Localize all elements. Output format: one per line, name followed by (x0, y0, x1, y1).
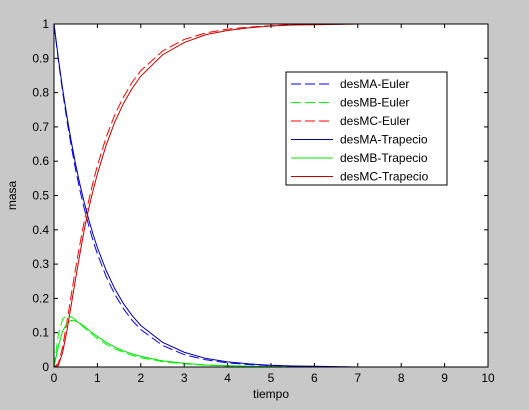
y-tick-label: 0.3 (32, 257, 49, 271)
y-tick-label: 0.1 (32, 326, 49, 340)
legend-label: desMB-Trapecio (340, 151, 428, 165)
series-line-desma-trapecio (53, 23, 488, 368)
x-tick-label: 8 (398, 371, 405, 385)
x-tick-label: 4 (224, 371, 231, 385)
legend-label: desMA-Euler (340, 77, 409, 91)
y-tick-label: 0 (42, 360, 49, 374)
series-line-desmc-euler (53, 23, 488, 368)
x-tick-label: 3 (181, 371, 188, 385)
y-axis-label: masa (5, 181, 19, 211)
y-tick-label: 1 (42, 17, 49, 31)
legend: desMA-Euler desMB-Euler desMC-Euler desMA-T… (285, 71, 448, 186)
x-tick-label: 0 (51, 371, 58, 385)
x-tick-label: 10 (481, 371, 495, 385)
y-tick-label: 0.6 (32, 154, 49, 168)
legend-label: desMB-Euler (340, 96, 409, 110)
legend-label: desMC-Trapecio (340, 170, 429, 184)
x-tick-label: 9 (441, 371, 448, 385)
series-layer (53, 23, 488, 368)
x-tick-label: 7 (354, 371, 361, 385)
x-tick-label: 6 (311, 371, 318, 385)
x-tick-label: 1 (94, 371, 101, 385)
x-tick-label: 2 (137, 371, 144, 385)
y-tick-label: 0.9 (32, 51, 49, 65)
y-tick-label: 0.8 (32, 86, 49, 100)
series-line-desmc-trapecio (53, 23, 488, 368)
y-tick-label: 0.5 (32, 189, 49, 203)
x-axis-label: tiempo (253, 387, 289, 401)
legend-label: desMC-Euler (340, 114, 410, 128)
y-tick-label: 0.7 (32, 120, 49, 134)
ticks-layer: 0 1 2 3 4 5 6 7 8 9 10 0 0.1 0.2 0.3 0.4 0.5 0.6 0.7 0.8 0.9… (32, 17, 495, 385)
legend-box (285, 71, 448, 186)
y-tick-label: 0.4 (32, 223, 49, 237)
legend-label: desMA-Trapecio (340, 133, 428, 147)
legend-items: desMA-Euler desMB-Euler desMC-Euler desMA-T… (291, 77, 429, 184)
y-tick-label: 0.2 (32, 291, 49, 305)
x-tick-label: 5 (268, 371, 275, 385)
